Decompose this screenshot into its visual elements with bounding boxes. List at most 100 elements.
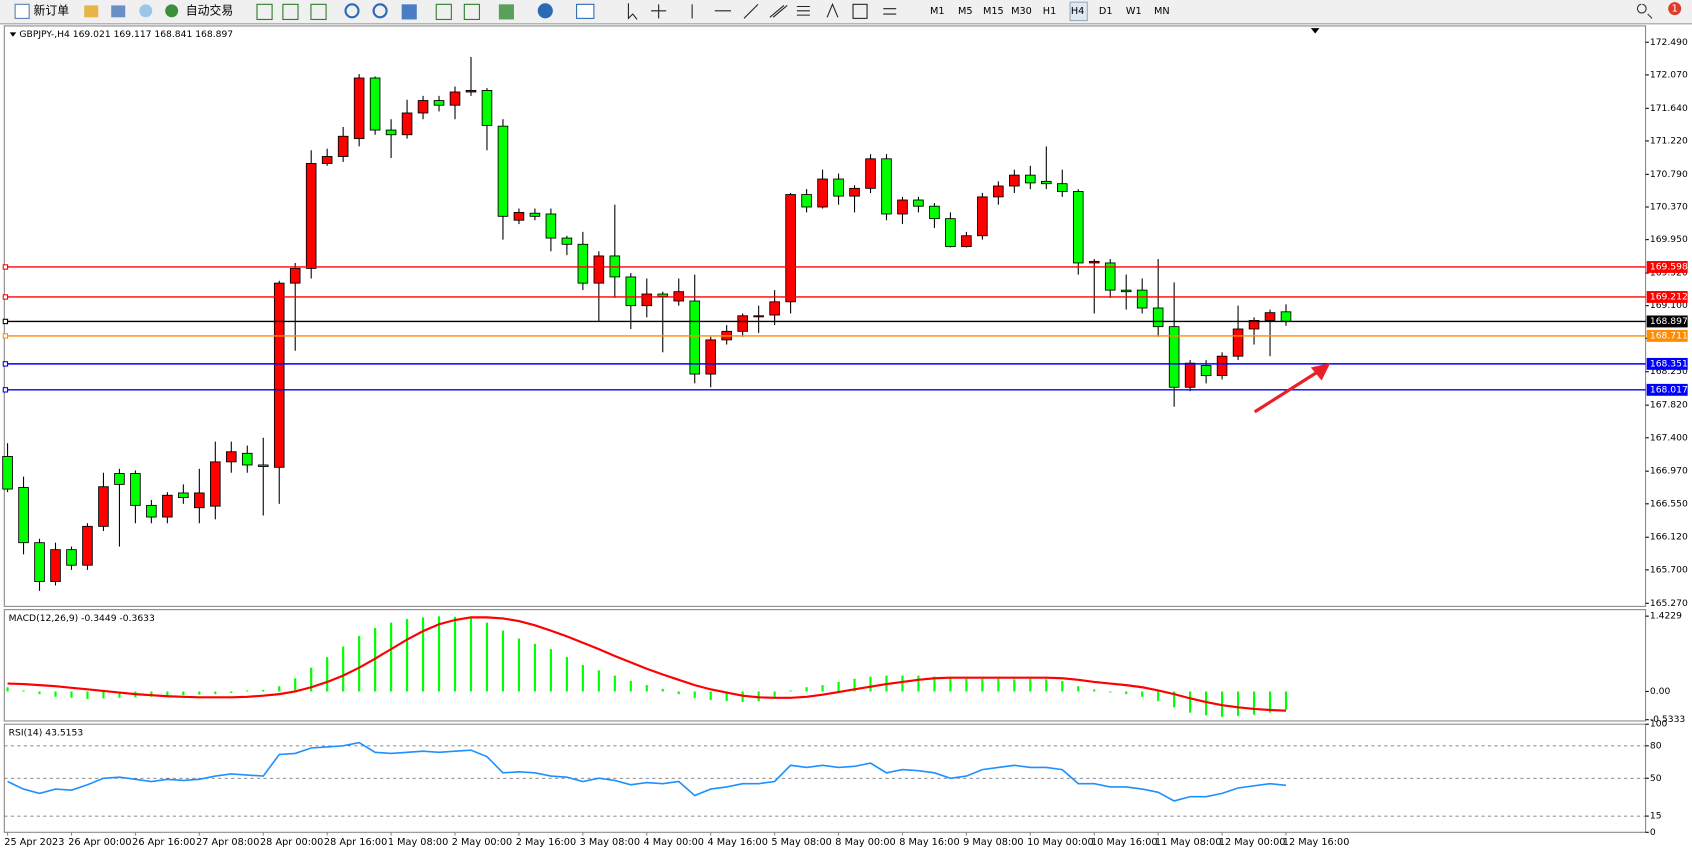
candle-body xyxy=(705,339,716,375)
macd-bar xyxy=(214,691,217,695)
timeframe-button[interactable]: M30 xyxy=(1011,6,1032,17)
icon[interactable] xyxy=(111,5,126,18)
timeframe-button[interactable]: M15 xyxy=(983,6,1004,17)
badge-bg[interactable] xyxy=(1668,2,1682,16)
channel-tool[interactable] xyxy=(769,4,788,18)
candle-body xyxy=(1088,260,1100,264)
macd-bar xyxy=(230,691,233,694)
candle-body xyxy=(1120,289,1132,293)
crosshair-tool[interactable] xyxy=(651,4,667,19)
y-tick-label: 166.550 xyxy=(1650,498,1688,509)
x-tick-label: 28 Apr 00:00 xyxy=(260,837,323,848)
auto-trading-icon[interactable] xyxy=(165,4,179,18)
toolbar-bg xyxy=(0,0,1692,24)
icon[interactable] xyxy=(139,4,153,18)
icon[interactable] xyxy=(310,3,327,20)
macd-bar xyxy=(1141,691,1144,697)
candle-body xyxy=(1056,183,1068,192)
macd-bar xyxy=(789,690,792,692)
y-tick-label: 80 xyxy=(1650,740,1662,751)
candle-body xyxy=(817,178,828,208)
candle-body xyxy=(1280,311,1292,322)
macd-bar xyxy=(613,675,616,692)
macd-bar xyxy=(469,618,473,692)
fibo-tool[interactable] xyxy=(796,5,810,16)
x-tick-label: 11 May 08:00 xyxy=(1155,837,1222,848)
icon[interactable] xyxy=(498,4,514,20)
candle-body xyxy=(497,125,509,217)
active-timeframe xyxy=(1069,1,1088,22)
y-tick-label: 0.00 xyxy=(1650,686,1671,697)
macd-bar xyxy=(310,667,313,692)
icon[interactable] xyxy=(576,3,595,19)
candle-body xyxy=(321,156,333,164)
candle-body xyxy=(18,487,29,544)
macd-bar xyxy=(358,635,361,692)
macd-bar xyxy=(1268,691,1272,713)
candle-body xyxy=(369,77,381,131)
new-order[interactable]: 新订单 xyxy=(33,3,69,17)
icon[interactable] xyxy=(435,3,452,20)
panel-title: GBPJPY-,H4 169.021 169.117 168.841 168.8… xyxy=(19,29,233,40)
badge[interactable]: 1 xyxy=(1672,4,1678,15)
macd-bar xyxy=(246,690,249,692)
candle-body xyxy=(178,492,189,499)
timeframe-button[interactable]: H1 xyxy=(1043,6,1056,17)
cursor-tool[interactable] xyxy=(627,3,638,20)
macd-bar xyxy=(1173,691,1176,708)
y-tick-label: 0 xyxy=(1650,827,1656,838)
macd-bar xyxy=(294,678,297,692)
macd-bar xyxy=(533,643,536,692)
icon[interactable] xyxy=(282,3,299,20)
macd-bar xyxy=(421,617,425,692)
candle-body xyxy=(881,158,892,215)
text-tool[interactable] xyxy=(826,2,839,18)
candle-body xyxy=(657,293,669,297)
candle-body xyxy=(897,199,908,215)
timeframe-button[interactable]: M1 xyxy=(930,6,945,17)
auto-trading[interactable]: 自动交易 xyxy=(186,3,233,17)
macd-bar xyxy=(901,675,904,692)
timeframe-button[interactable]: H4 xyxy=(1071,6,1084,17)
price-line-handle xyxy=(2,387,9,393)
macd-bar xyxy=(485,622,489,692)
macd-bar xyxy=(6,687,9,692)
timeframe-button[interactable]: W1 xyxy=(1126,6,1142,17)
macd-bar xyxy=(501,630,505,692)
candle-body xyxy=(961,235,972,248)
shapes-tool[interactable] xyxy=(883,8,897,15)
candle-body xyxy=(417,100,429,114)
macd-bar xyxy=(709,691,712,700)
price-label-bg xyxy=(1646,329,1688,342)
candle-body xyxy=(865,158,876,189)
candle-body xyxy=(162,494,173,518)
macd-bar xyxy=(805,687,808,692)
price-label-bg xyxy=(1646,357,1688,370)
zoom-in[interactable] xyxy=(344,3,360,19)
timeframe-button[interactable]: M5 xyxy=(958,6,973,17)
shift-marker xyxy=(1310,28,1320,34)
label-tool[interactable] xyxy=(852,3,868,19)
icon[interactable] xyxy=(84,5,99,18)
search[interactable] xyxy=(1636,3,1653,19)
macd-bar xyxy=(1236,691,1240,716)
y-tick-label: 169.520 xyxy=(1650,268,1688,279)
timeframe-button[interactable]: MN xyxy=(1154,6,1170,17)
macd-bar xyxy=(1109,691,1112,693)
timeframe-button[interactable]: D1 xyxy=(1099,6,1113,17)
candle-body xyxy=(849,187,860,197)
candle-body xyxy=(737,315,748,332)
new-order-icon[interactable] xyxy=(14,3,30,19)
price-line-handle xyxy=(2,294,9,300)
zoom-out[interactable] xyxy=(372,3,388,19)
icon[interactable] xyxy=(463,3,480,20)
x-tick-label: 3 May 08:00 xyxy=(580,837,640,848)
icon[interactable] xyxy=(256,3,273,20)
macd-bar xyxy=(326,657,329,692)
icon[interactable] xyxy=(401,4,417,20)
trendline-tool[interactable] xyxy=(743,3,759,19)
icon[interactable] xyxy=(537,3,553,19)
plots: GBPJPY-,H4 169.021 169.117 168.841 168.8… xyxy=(2,29,1688,848)
x-tick-label: 5 May 08:00 xyxy=(771,837,831,848)
